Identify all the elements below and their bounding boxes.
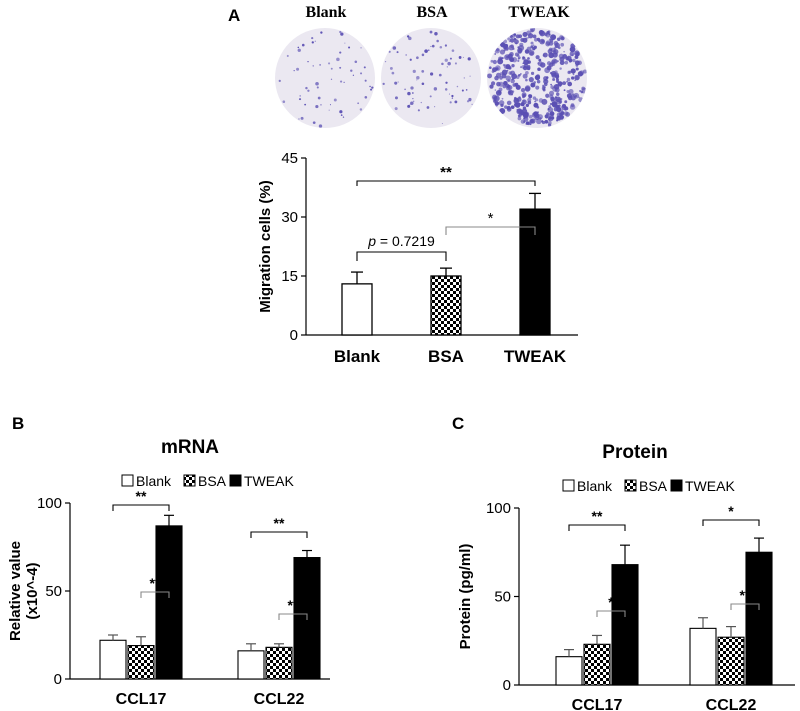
well-image-tweak [487, 28, 587, 128]
stained-cells [487, 28, 587, 127]
c-bar-tweak [745, 551, 773, 686]
c-bar-tweak [611, 564, 639, 686]
well-image-bsa [381, 28, 481, 128]
c-legend-swatch [562, 479, 575, 492]
b-legend-swatch [183, 474, 196, 487]
panel-b-letter: B [12, 414, 25, 433]
b-y-tick-label: 100 [37, 495, 62, 512]
b-significance-label: ** [136, 488, 147, 504]
a-significance-label: ** [440, 164, 452, 181]
b-bar-blank [237, 650, 265, 680]
c-significance-bracket [730, 603, 760, 610]
b-category-label: CCL17 [116, 691, 167, 708]
a-bar-tweak [519, 208, 551, 336]
stained-cells [278, 30, 374, 128]
c-significance-label: * [608, 594, 614, 610]
c-y-tick-label: 50 [494, 589, 511, 606]
well-image-blank [275, 28, 375, 128]
b-bar-blank [99, 639, 127, 680]
c-category-label: CCL22 [706, 697, 757, 711]
b-chart-title: mRNA [161, 437, 219, 458]
stained-cells [382, 30, 473, 125]
b-significance-bracket [112, 504, 170, 511]
b-y-tick-label: 50 [45, 583, 62, 600]
c-bar-bsa [583, 643, 611, 686]
c-y-tick-label: 100 [486, 500, 511, 517]
c-legend-label: TWEAK [685, 478, 735, 494]
b-bar-tweak [155, 525, 183, 680]
c-y-tick-label: 0 [503, 677, 511, 694]
b-y-tick-label: 0 [54, 671, 62, 688]
b-legend-label: BSA [198, 473, 227, 489]
a-pvalue-label: p = 0.7219 [367, 233, 435, 249]
a-y-tick-label: 45 [281, 150, 298, 167]
b-bar-bsa [127, 645, 155, 680]
well-label-blank: Blank [305, 4, 347, 21]
c-chart-title: Protein [602, 442, 667, 463]
a-category-label: BSA [428, 347, 464, 366]
a-bar-bsa [430, 275, 462, 336]
a-y-tick-label: 30 [281, 209, 298, 226]
c-significance-label: * [728, 503, 734, 519]
panel-c-letter: C [452, 414, 465, 433]
panel-a-letter: A [228, 6, 241, 25]
c-y-axis-label: Protein (pg/ml) [457, 544, 474, 650]
b-y-axis-label: (x10^-4) [24, 562, 41, 619]
a-y-tick-label: 0 [290, 327, 298, 344]
b-significance-label: ** [288, 597, 299, 613]
b-legend-swatch [121, 474, 134, 487]
a-category-label: Blank [334, 347, 381, 366]
c-legend-label: Blank [577, 478, 613, 494]
b-legend-swatch [229, 474, 242, 487]
b-legend-label: Blank [136, 473, 172, 489]
c-significance-label: ** [592, 508, 603, 524]
b-y-axis-label: Relative value [7, 541, 24, 641]
c-significance-bracket [596, 610, 626, 617]
well-label-tweak: TWEAK [508, 4, 570, 21]
c-significance-bracket [702, 519, 760, 526]
b-significance-label: ** [274, 515, 285, 531]
a-y-axis-label: Migration cells (%) [257, 180, 274, 313]
c-legend-swatch [624, 479, 637, 492]
well-background [275, 28, 375, 128]
well-label-bsa: BSA [416, 4, 448, 21]
c-significance-label: ** [740, 587, 751, 603]
c-bar-blank [555, 656, 583, 686]
c-significance-bracket [568, 524, 626, 531]
b-bar-bsa [265, 646, 293, 680]
a-significance-label: * [488, 210, 494, 227]
a-category-label: TWEAK [504, 347, 567, 366]
c-legend-label: BSA [639, 478, 668, 494]
c-legend-swatch [670, 479, 683, 492]
a-bar-blank [341, 283, 373, 336]
b-category-label: CCL22 [254, 691, 305, 708]
c-category-label: CCL17 [572, 697, 623, 711]
a-significance-bracket [356, 180, 536, 186]
a-y-tick-label: 15 [281, 268, 298, 285]
b-legend-label: TWEAK [244, 473, 294, 489]
b-significance-bracket [278, 613, 308, 620]
b-bar-tweak [293, 557, 321, 680]
well-background [381, 28, 481, 128]
a-significance-bracket [445, 226, 536, 235]
b-significance-label: ** [150, 575, 161, 591]
a-pvalue-bracket [356, 251, 447, 261]
c-bar-blank [689, 627, 717, 686]
b-significance-bracket [140, 591, 170, 598]
b-significance-bracket [250, 531, 308, 538]
c-bar-bsa [717, 636, 745, 686]
